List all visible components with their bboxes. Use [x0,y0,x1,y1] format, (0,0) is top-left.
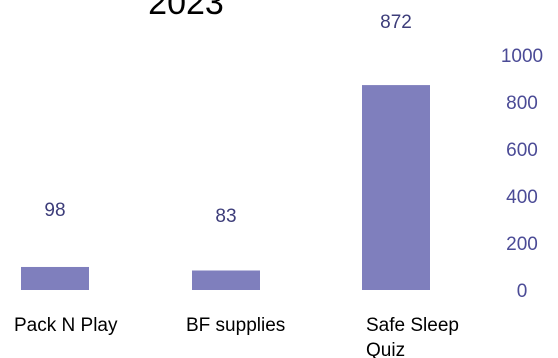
y-tick-label: 800 [506,93,538,114]
bar [21,266,89,290]
chart-title: 2023 [148,0,224,22]
data-labels: 98 83 872 [44,12,411,227]
data-label: 872 [380,12,412,33]
category-label: BF supplies [186,315,285,336]
y-tick-label: 400 [506,187,538,208]
data-label: 83 [215,206,236,227]
y-tick-label: 1000 [501,46,543,67]
bars [21,85,430,290]
y-tick-label: 0 [517,281,528,302]
y-axis-ticks: 0 200 400 600 800 1000 [501,46,543,302]
category-label: Quiz [366,340,405,358]
category-label: Safe Sleep [366,315,459,336]
bar [192,270,260,290]
y-tick-label: 600 [506,140,538,161]
category-labels: Pack N Play BF supplies Safe Sleep Quiz [14,315,459,358]
bar [362,85,430,290]
y-tick-label: 200 [506,234,538,255]
category-label: Pack N Play [14,315,118,336]
data-label: 98 [44,200,65,221]
